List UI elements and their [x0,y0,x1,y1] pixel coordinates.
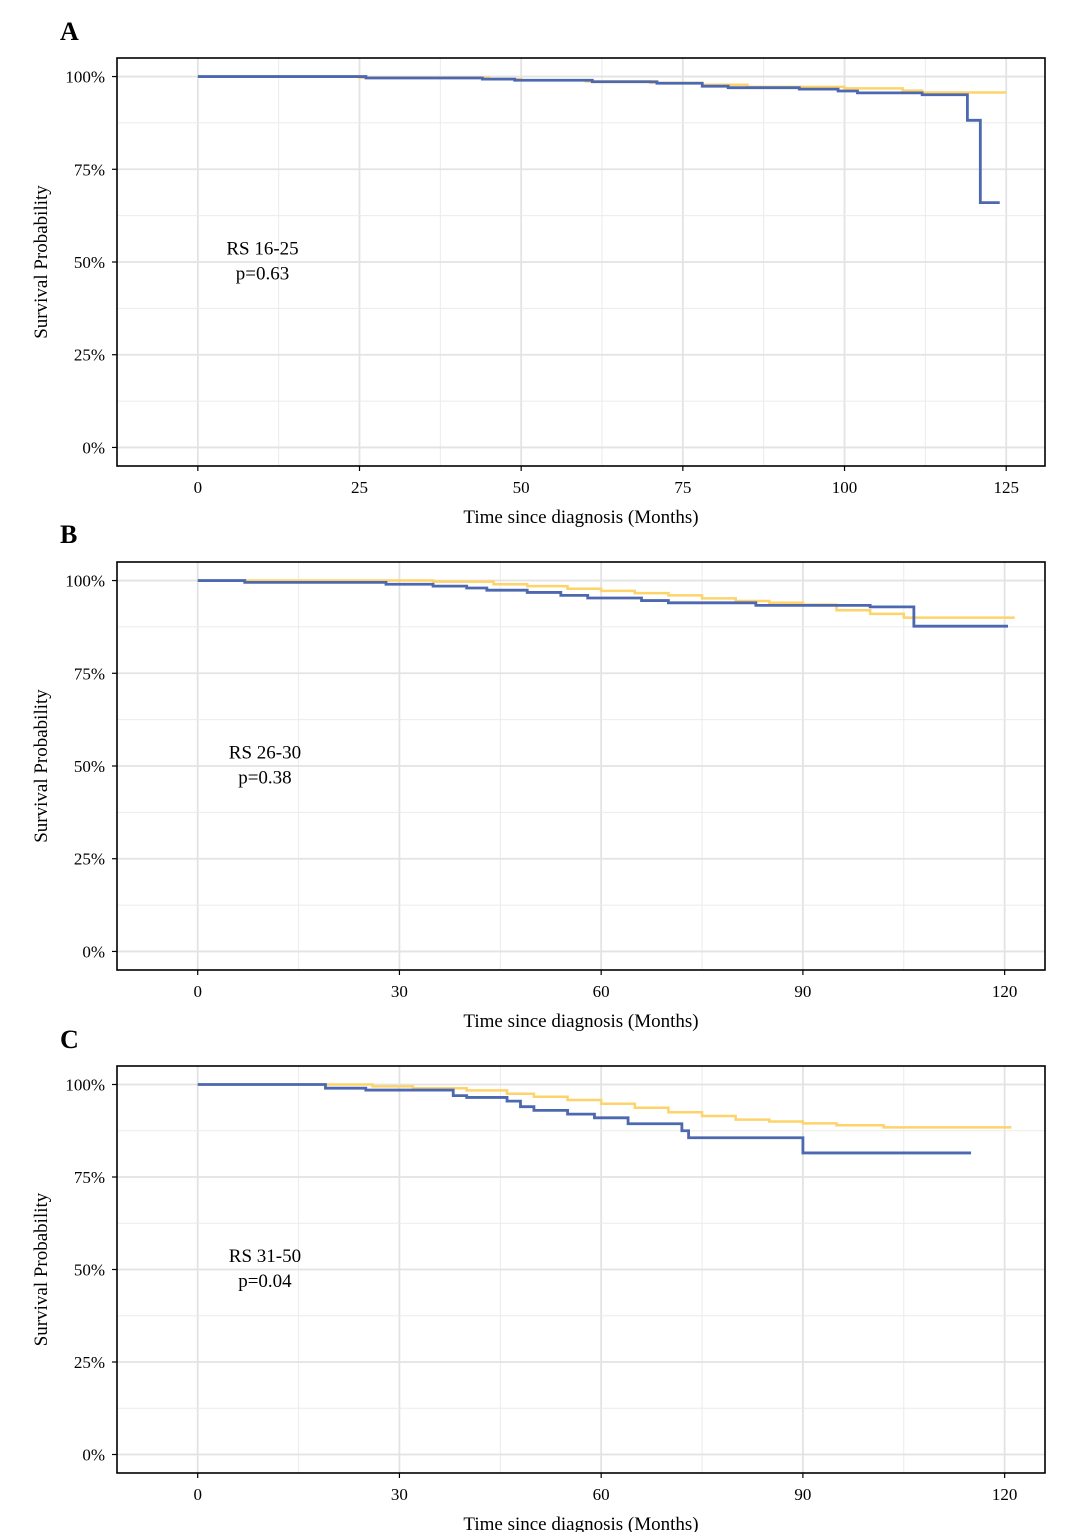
y-tick-label: 75% [74,160,105,179]
survival-curve-1 [197,579,1015,619]
y-axis-title: Survival Probability [31,1192,52,1346]
annotation-pvalue: p=0.38 [238,768,291,789]
y-tick-label: 25% [74,346,105,365]
survival-curve-2 [197,75,1000,205]
survival-curve-1 [197,1083,1012,1129]
panel-label: A [60,17,79,46]
x-axis-title: Time since diagnosis (Months) [463,1011,698,1032]
panel-b: B 0 30 60 90 120 0% 25% 50% 75% 100% Time since dia… [31,520,1046,1032]
panel-label: B [60,520,77,549]
x-tick-label: 60 [593,982,610,1001]
annotation-group: RS 31-50 [229,1246,301,1267]
panel-c: C 0 30 60 90 120 0% 25% 50% 75% 100% Time since dia… [31,1025,1046,1532]
x-tick-label: 0 [194,478,203,497]
y-tick-label: 100% [65,572,105,591]
x-tick-label: 25 [351,478,368,497]
y-tick-label: 0% [82,942,105,961]
x-tick-label: 50 [513,478,530,497]
y-tick-label: 0% [82,1446,105,1465]
x-tick-label: 100 [832,478,858,497]
gridlines [117,562,1045,970]
x-axis-title: Time since diagnosis (Months) [463,1514,698,1532]
x-tick-label: 125 [993,478,1019,497]
y-tick-label: 100% [65,68,105,87]
x-tick-label: 60 [593,1485,610,1504]
y-tick-label: 50% [74,1261,105,1280]
y-tick-label: 100% [65,1076,105,1095]
y-axis-title: Survival Probability [31,185,52,339]
annotation-pvalue: p=0.63 [236,264,289,285]
x-tick-label: 75 [674,478,691,497]
x-tick-label: 90 [794,982,811,1001]
x-tick-label: 30 [391,1485,408,1504]
x-tick-label: 0 [193,982,202,1001]
y-tick-label: 25% [74,850,105,869]
y-tick-label: 50% [74,253,105,272]
x-axis-title: Time since diagnosis (Months) [463,507,698,528]
panel-a: A 0 25 50 75 100 125 0% 25% 50% 75% 100% Time since … [31,17,1046,528]
x-tick-label: 120 [992,982,1018,1001]
annotation-group: RS 26-30 [229,743,301,764]
y-tick-label: 50% [74,757,105,776]
survival-curve-2 [197,1083,972,1155]
annotation-pvalue: p=0.04 [238,1271,292,1292]
y-tick-label: 75% [74,664,105,683]
gridlines [117,58,1045,466]
gridlines [117,1066,1045,1473]
y-tick-label: 25% [74,1353,105,1372]
x-tick-label: 90 [794,1485,811,1504]
x-tick-label: 120 [992,1485,1018,1504]
x-tick-label: 0 [193,1485,202,1504]
x-tick-label: 30 [391,982,408,1001]
panel-label: C [60,1025,79,1054]
y-tick-label: 75% [74,1168,105,1187]
y-axis-title: Survival Probability [31,689,52,843]
survival-curve-2 [197,579,1009,628]
annotation-group: RS 16-25 [226,239,298,260]
y-tick-label: 0% [82,438,105,457]
